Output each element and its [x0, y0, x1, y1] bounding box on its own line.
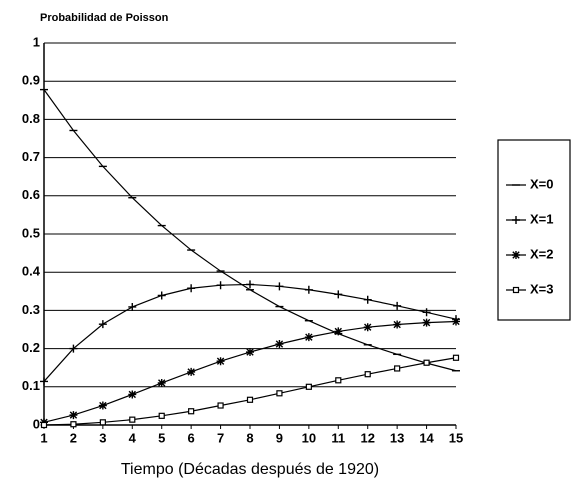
legend-label: X=1 [530, 211, 554, 226]
y-tick-label: 0.2 [22, 340, 40, 355]
marker [157, 378, 166, 387]
marker [216, 357, 225, 366]
x-tick-label: 4 [129, 430, 137, 445]
marker [304, 285, 313, 294]
marker [69, 411, 78, 420]
x-tick-label: 7 [217, 430, 224, 445]
marker [128, 390, 137, 399]
marker [99, 419, 106, 426]
legend-label: X=3 [530, 281, 554, 296]
x-axis-label: Tiempo (Décadas después de 1920) [121, 461, 379, 478]
marker [305, 383, 312, 390]
marker [128, 302, 137, 311]
y-tick-label: 0.9 [22, 73, 40, 88]
marker [246, 348, 254, 357]
marker [394, 365, 401, 372]
x-tick-label: 11 [331, 430, 345, 445]
marker [452, 317, 460, 326]
y-tick-label: 0.1 [22, 378, 40, 393]
marker [335, 377, 342, 384]
y-tick-label: 0.6 [22, 187, 40, 202]
marker [157, 291, 166, 300]
marker [98, 320, 107, 329]
y-tick-label: 1 [33, 34, 40, 49]
series-line [43, 320, 457, 423]
x-tick-label: 8 [246, 430, 253, 445]
series-line [43, 89, 457, 372]
legend-label: X=0 [530, 176, 554, 191]
marker [304, 333, 313, 342]
marker [364, 371, 371, 378]
x-tick-label: 14 [419, 430, 434, 445]
x-tick-label: 6 [188, 430, 195, 445]
marker [422, 318, 431, 327]
marker [187, 284, 196, 293]
marker [363, 295, 372, 304]
marker [246, 280, 254, 289]
y-tick-label: 0 [33, 416, 40, 431]
legend-marker [512, 251, 520, 259]
y-tick-label: 0.8 [22, 111, 40, 126]
x-tick-label: 10 [302, 430, 316, 445]
legend-box [497, 139, 571, 321]
marker [423, 359, 430, 366]
marker [334, 290, 343, 299]
legend-label: X=2 [530, 246, 554, 261]
x-tick-label: 9 [276, 430, 283, 445]
marker [40, 377, 48, 386]
x-tick-label: 5 [158, 430, 165, 445]
legend-marker [512, 216, 520, 224]
marker [70, 421, 77, 428]
marker [217, 402, 224, 409]
marker [363, 323, 372, 332]
y-tick-label: 0.5 [22, 225, 40, 240]
marker [246, 396, 254, 403]
marker [275, 282, 284, 291]
marker [129, 416, 136, 423]
marker [158, 412, 165, 419]
y-tick-label: 0.7 [22, 149, 40, 164]
chart-title: Probabilidad de Poisson [40, 12, 169, 24]
x-tick-label: 13 [390, 430, 404, 445]
marker [40, 421, 48, 429]
x-tick-label: 1 [40, 430, 47, 445]
marker [69, 344, 78, 353]
marker [188, 408, 195, 415]
x-tick-label: 12 [360, 430, 374, 445]
x-tick-label: 3 [99, 430, 106, 445]
marker [452, 354, 460, 361]
x-tick-label: 15 [449, 430, 463, 445]
marker [98, 401, 107, 410]
marker [334, 327, 343, 336]
marker [393, 301, 402, 310]
legend-marker [512, 286, 520, 294]
marker [216, 281, 225, 290]
y-tick-label: 0.3 [22, 302, 40, 317]
marker [393, 320, 402, 329]
marker [187, 367, 196, 376]
x-tick-label: 2 [70, 430, 77, 445]
marker [275, 340, 284, 349]
marker [422, 308, 431, 317]
marker [276, 390, 283, 397]
y-tick-label: 0.4 [22, 264, 41, 279]
